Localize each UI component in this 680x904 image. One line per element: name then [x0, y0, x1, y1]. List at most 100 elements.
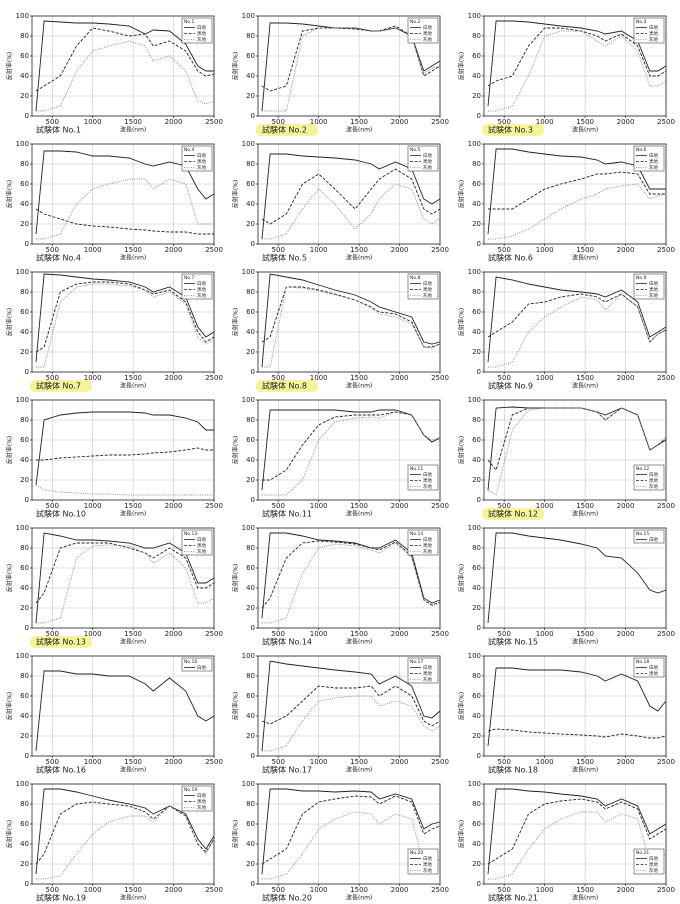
legend-label: 黒地: [197, 30, 206, 37]
chart-panel: 0 20 40 60 80 100 500 1000 1500 2000 2500 反射率(%) 波長(…: [232, 652, 449, 775]
y-tick-label: 20: [472, 220, 481, 228]
chart-panel: 0 20 40 60 80 100 500 1000 1500 2000 2500 反射率(%) 波長(…: [232, 524, 449, 647]
y-tick-label: 0: [25, 880, 29, 888]
legend-title: No.4: [184, 147, 194, 153]
x-tick-label: 500: [498, 886, 511, 894]
x-tick-label: 1500: [124, 758, 142, 766]
y-tick-label: 100: [468, 268, 481, 276]
x-tick-label: 500: [46, 246, 59, 254]
legend-label: 黒地: [197, 542, 206, 549]
x-tick-label: 2000: [617, 886, 635, 894]
legend-label: 灰地: [423, 483, 432, 490]
legend-label: 黒地: [423, 286, 432, 293]
x-tick-label: 1500: [350, 118, 368, 126]
y-tick-label: 0: [25, 624, 29, 632]
legend-box: [181, 17, 213, 44]
x-tick-label: 1000: [536, 630, 554, 638]
y-axis-label: 反射率(%): [458, 820, 466, 848]
plot-frame: [31, 783, 215, 885]
y-tick-label: 0: [477, 624, 481, 632]
x-tick-label: 2500: [205, 118, 223, 126]
legend-label: 白地: [649, 855, 658, 862]
legend-title: No.13: [184, 531, 197, 537]
plot-frame: [483, 271, 667, 373]
x-tick-label: 2000: [391, 630, 409, 638]
y-axis-label: 反射率(%): [232, 52, 240, 80]
y-tick-label: 0: [251, 624, 255, 632]
data-line: [36, 805, 215, 880]
x-tick-label: 2500: [657, 118, 675, 126]
legend-label: 灰地: [197, 548, 206, 555]
data-line: [487, 293, 667, 343]
data-line: [488, 293, 667, 368]
data-line: [261, 660, 441, 752]
x-tick-label: 1000: [84, 886, 102, 894]
y-tick-label: 0: [25, 752, 29, 760]
chart-caption: 試験体 No.2: [262, 125, 307, 135]
chart-caption: 試験体 No.13: [36, 637, 86, 647]
plot-frame: [257, 271, 441, 373]
data-line: [261, 168, 441, 225]
data-line: [35, 788, 215, 875]
legend-label: 灰地: [197, 804, 206, 811]
x-tick-label: 2000: [391, 374, 409, 382]
x-tick-label: 1000: [536, 502, 554, 510]
legend-label: 白地: [423, 24, 432, 31]
y-tick-label: 100: [242, 12, 255, 20]
x-tick-label: 1500: [124, 502, 142, 510]
y-axis-label: 反射率(%): [458, 436, 466, 464]
legend-label: 黒地: [649, 286, 658, 293]
x-tick-label: 1000: [310, 630, 328, 638]
plot-frame: [483, 783, 667, 885]
legend-title: No.5: [410, 147, 420, 153]
y-tick-label: 60: [246, 308, 255, 316]
data-line: [262, 811, 441, 880]
chart-panel: 0 20 40 60 80 100 500 1000 1500 2000 2500 反射率(%) 波長(…: [458, 268, 675, 391]
y-tick-label: 60: [472, 308, 481, 316]
x-tick-label: 1000: [84, 118, 102, 126]
y-tick-label: 0: [251, 752, 255, 760]
y-tick-label: 20: [246, 476, 255, 484]
legend-label: 白地: [649, 24, 658, 31]
plot-frame: [31, 655, 215, 757]
x-tick-label: 1000: [536, 886, 554, 894]
x-tick-label: 1500: [350, 758, 368, 766]
y-tick-label: 20: [246, 348, 255, 356]
y-tick-label: 100: [16, 524, 29, 532]
legend-label: 灰地: [649, 867, 658, 874]
y-tick-label: 80: [20, 800, 29, 808]
legend-title: No.6: [636, 147, 646, 153]
y-tick-label: 60: [472, 820, 481, 828]
y-tick-label: 100: [242, 396, 255, 404]
chart-caption: 試験体 No.3: [488, 125, 533, 135]
x-tick-label: 1500: [124, 630, 142, 638]
legend-label: 灰地: [423, 548, 432, 555]
x-tick-label: 1500: [350, 246, 368, 254]
data-line: [262, 411, 441, 481]
chart-panel: 0 20 40 60 80 100 500 1000 1500 2000 2500 反射率(%) 波長(…: [232, 12, 449, 136]
legend-box: [633, 145, 665, 172]
chart-panel: 0 20 40 60 80 100 500 1000 1500 2000 2500 反射率(%) 波長(…: [232, 780, 449, 903]
data-line: [487, 667, 667, 747]
chart-panel: 0 20 40 60 80 100 500 1000 1500 2000 2500 反射率(%) 波長(…: [6, 652, 223, 775]
x-axis-label: 波長(nm): [346, 382, 372, 390]
y-tick-label: 100: [468, 780, 481, 788]
y-tick-label: 20: [20, 92, 29, 100]
legend-label: 白地: [649, 536, 658, 543]
chart-panel: 0 20 40 60 80 100 500 1000 1500 2000 2500 反射率(%) 波長(…: [6, 780, 223, 903]
plot-frame: [483, 655, 667, 757]
x-axis-label: 波長(nm): [572, 894, 598, 902]
legend-title: No.11: [410, 466, 423, 472]
x-tick-label: 2500: [205, 246, 223, 254]
y-axis-label: 反射率(%): [6, 180, 14, 208]
legend-label: 黒地: [423, 861, 432, 868]
x-tick-label: 2500: [657, 758, 675, 766]
chart-caption: 試験体 No.18: [488, 765, 538, 775]
x-tick-label: 2500: [205, 374, 223, 382]
plot-frame: [257, 399, 441, 501]
y-axis-label: 反射率(%): [458, 180, 466, 208]
x-axis-label: 波長(nm): [346, 254, 372, 262]
y-tick-label: 20: [472, 732, 481, 740]
legend-title: No.1: [184, 19, 194, 25]
